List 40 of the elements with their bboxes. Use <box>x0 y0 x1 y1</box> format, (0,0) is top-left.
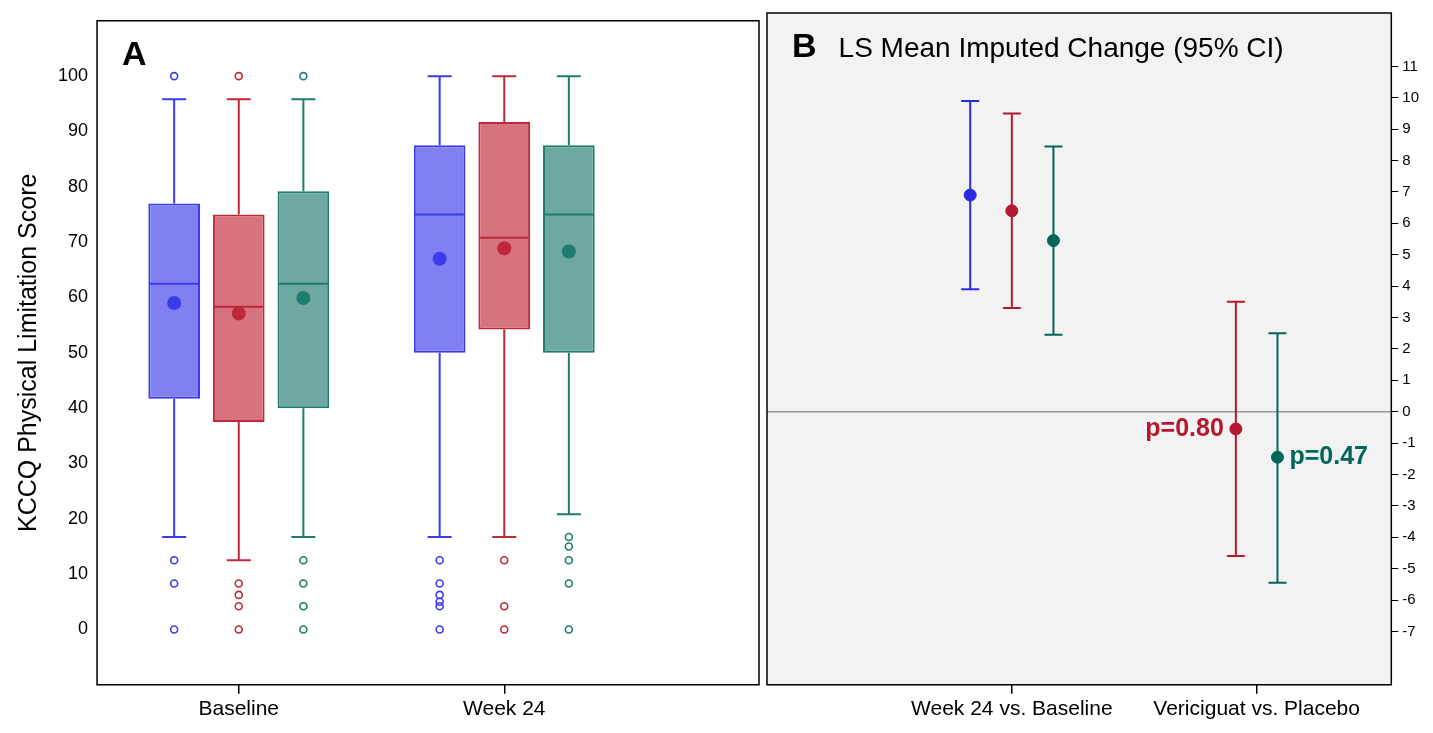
y-tick-label: 100 <box>57 65 89 86</box>
y-tick-label: 2 <box>1402 339 1411 357</box>
y-tick-label: -5 <box>1402 558 1416 576</box>
y-tick-label: 4 <box>1402 276 1411 294</box>
x-tick-label: Week 24 vs. Baseline <box>911 696 1113 720</box>
y-tick-label: 9 <box>1402 119 1411 137</box>
y-tick-label: -2 <box>1402 464 1416 482</box>
y-tick-label: 20 <box>68 507 89 528</box>
x-tick-label: Vericiguat vs. Placebo <box>1153 696 1360 720</box>
y-tick-label: 50 <box>68 341 89 362</box>
y-tick-label: 6 <box>1402 213 1411 231</box>
y-tick-label: -4 <box>1402 527 1416 545</box>
y-tick-label: 11 <box>1402 56 1418 74</box>
y-tick-label: 10 <box>1402 87 1419 105</box>
y-tick-label: 60 <box>68 286 89 307</box>
y-tick-label: 0 <box>1402 401 1411 419</box>
y-tick-label: -7 <box>1402 621 1416 639</box>
x-tick-label: Baseline <box>198 696 280 720</box>
y-axis-title: KCCQ Physical Limitation Score <box>12 173 41 533</box>
annotation: p=0.80 <box>1145 412 1224 441</box>
y-tick-label: 7 <box>1402 182 1411 200</box>
y-tick-label: 40 <box>68 397 89 418</box>
y-tick-label: 30 <box>68 452 89 473</box>
y-tick-label: 5 <box>1402 244 1411 262</box>
y-tick-label: 80 <box>68 175 89 196</box>
y-tick-label: -3 <box>1402 496 1416 513</box>
y-tick-label: 3 <box>1402 307 1411 325</box>
y-tick-label: 10 <box>68 563 89 584</box>
annotation: A <box>122 34 147 73</box>
y-tick-label: 8 <box>1402 150 1411 168</box>
y-tick-label: -1 <box>1402 433 1416 451</box>
y-tick-label: 70 <box>68 231 89 252</box>
y-tick-label: 0 <box>78 618 89 639</box>
y-tick-label: 90 <box>68 120 89 141</box>
y-tick-label: 1 <box>1402 370 1411 388</box>
x-tick-label: Week 24 <box>463 696 546 720</box>
y-tick-label: -6 <box>1402 590 1416 608</box>
annotation: B <box>792 26 817 65</box>
annotation: p=0.47 <box>1289 441 1368 470</box>
text: LS Mean Imputed Change (95% CI) <box>838 31 1284 63</box>
